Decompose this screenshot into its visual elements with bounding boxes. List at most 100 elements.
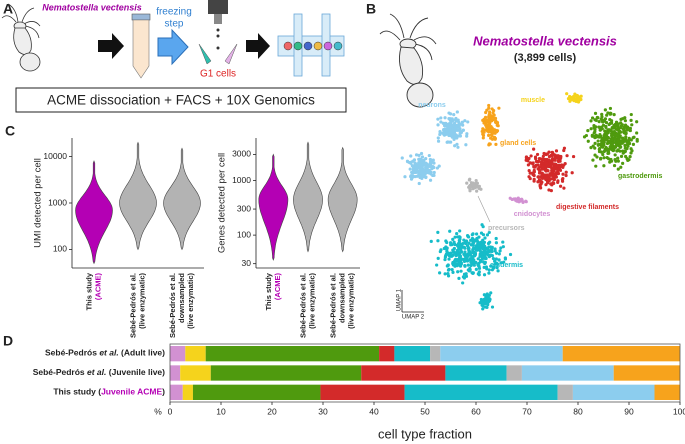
cell-dot (635, 131, 639, 135)
cell-dot (472, 263, 476, 267)
cell-dot (485, 293, 489, 298)
bar-segment (182, 384, 193, 400)
cell-dot (552, 162, 557, 166)
bar-segment (170, 384, 183, 400)
cell-dot (463, 264, 467, 268)
cell-dot (485, 267, 489, 271)
cell-dot (493, 136, 497, 141)
cell-dot (599, 139, 604, 143)
bar-segment (562, 346, 680, 362)
tube-icon (131, 13, 151, 79)
cell-dot (481, 247, 485, 251)
cell-dot (435, 263, 439, 267)
cell-dot (621, 117, 625, 121)
cell-dot (451, 253, 455, 257)
cell-dot (537, 168, 542, 173)
cell-dot (403, 175, 407, 179)
x-tick-label: (ACME) (273, 272, 282, 300)
cell-dot (625, 156, 629, 161)
row-label-part: Juvenile live (112, 367, 163, 377)
cell-dot (495, 262, 499, 266)
cell-dot (487, 119, 491, 123)
x-axis-label: cell type fraction (378, 426, 472, 441)
cell-dot (594, 125, 598, 129)
y-tick-label: 300 (237, 203, 251, 213)
y-axis-label: UMI detected per cell (33, 158, 44, 248)
cell-dot (482, 273, 487, 277)
cell-dot (485, 233, 490, 237)
cell-dot (618, 141, 622, 145)
cell-dot (429, 171, 433, 176)
cell-dot (436, 256, 440, 260)
cell-dot (501, 245, 505, 249)
cell-dot (602, 134, 606, 138)
umap-axes (401, 290, 424, 313)
umap-title: Nematostella vectensis (473, 33, 617, 48)
cell-dot (502, 260, 506, 264)
cell-dot (452, 137, 456, 142)
cell-dot (612, 163, 617, 168)
cell-dot (457, 235, 461, 239)
cell-dot (445, 247, 449, 251)
y-axis-label: Genes detected per cell (217, 153, 228, 253)
cell-dot (482, 265, 486, 269)
cell-dot (612, 112, 616, 117)
umap-y-label: UMAP 1 (397, 288, 403, 311)
bar-segment (613, 365, 680, 381)
cell-dot (487, 271, 491, 275)
cell-dot (424, 175, 428, 180)
cell-dot (448, 112, 453, 116)
cell-dot (443, 257, 447, 262)
cell-dot (594, 135, 599, 139)
cell-dot (553, 174, 557, 178)
cell-dot (605, 113, 609, 117)
cell-dot (597, 120, 601, 124)
cell-dot (531, 162, 535, 166)
cell-dot (619, 154, 624, 158)
cell-dot (453, 144, 457, 148)
cell-dot (538, 165, 542, 169)
bar-segment (445, 365, 507, 381)
cell-dot (466, 263, 470, 267)
cell-dot (595, 115, 599, 120)
cell-dot (460, 120, 464, 124)
cell-dot (429, 163, 433, 167)
cell-dot (461, 123, 465, 127)
cell-dot (477, 270, 481, 274)
cluster-label: gland cells (500, 140, 536, 147)
cell-dot (573, 92, 577, 96)
cell-dot (607, 122, 611, 127)
cell-dot (549, 173, 553, 177)
row-label: Sebé-Pedrós et al. (Adult live) (45, 348, 165, 358)
cell-dot (612, 129, 616, 134)
cell-dot (616, 139, 620, 143)
cell-dot (478, 301, 482, 305)
cell-dot (629, 118, 633, 123)
cell-dot (557, 167, 562, 171)
cell-dot (524, 158, 528, 162)
cell-dot (481, 307, 485, 311)
row-label: This study (Juvenile ACME) (53, 387, 165, 397)
cell-dot (455, 232, 459, 236)
arrow (157, 28, 189, 66)
cell-dot (524, 200, 528, 204)
cell-dot (487, 293, 491, 297)
cell-dot (461, 281, 465, 285)
cell-dot (605, 147, 609, 151)
cell-dot (445, 140, 449, 144)
cell-dot (481, 300, 485, 304)
cell-dot (474, 260, 478, 264)
x-tick-label: (live enzymatic) (137, 273, 146, 329)
cell-dot (545, 161, 549, 165)
cell-dot (484, 110, 488, 115)
cell-dot (483, 260, 487, 264)
cell-dot (494, 142, 498, 146)
cell-dot (625, 143, 630, 147)
cell-dot (438, 271, 442, 275)
cell-dot (579, 97, 583, 102)
cell-dot (541, 164, 545, 168)
cell-dot (456, 270, 460, 274)
cell-dot (437, 164, 441, 168)
cell-dot (490, 245, 494, 250)
cell-dot (430, 167, 434, 171)
